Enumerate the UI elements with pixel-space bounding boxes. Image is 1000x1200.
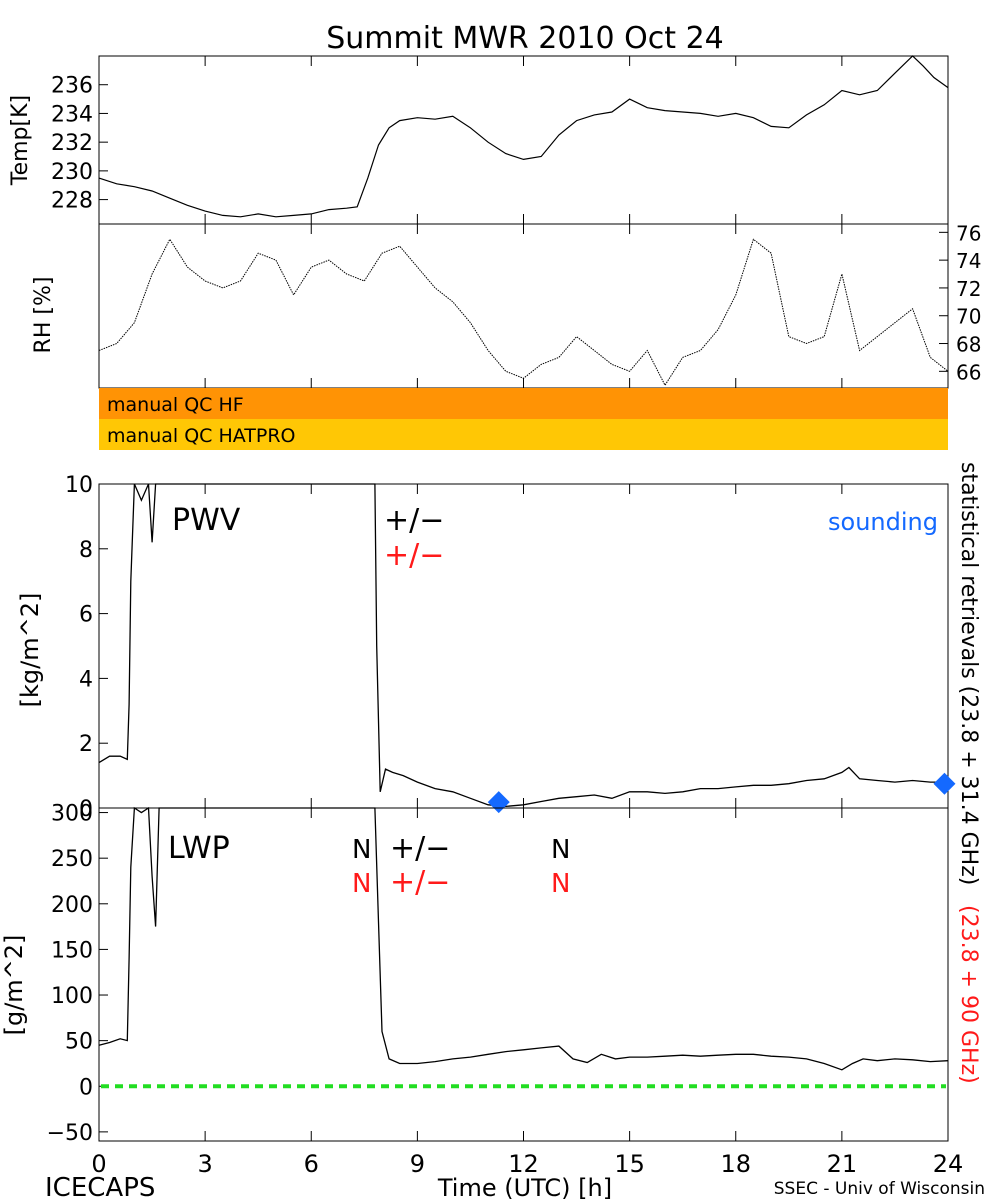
lwp-n-marker-red-1: N: [352, 869, 371, 899]
lwp-n-marker-red-2: N: [551, 869, 570, 899]
x-tick-label: 3: [197, 1150, 212, 1178]
liquid_water_path-ytick-label: 150: [51, 938, 93, 963]
x-tick-label: 0: [91, 1150, 106, 1178]
pwv-label: PWV: [172, 503, 241, 538]
sounding-legend: sounding: [828, 508, 938, 536]
footer-center: Time (UTC) [h]: [437, 1174, 612, 1200]
rh-series-line: [98, 238, 949, 387]
chart-title: Summit MWR 2010 Oct 24: [326, 21, 724, 56]
sounding-marker: [933, 772, 956, 795]
qc-hf-label: manual QC HF: [107, 394, 244, 416]
lwp-n-marker-black-1: N: [352, 835, 371, 865]
precipitable_water_vapor-ytick-label: 4: [79, 667, 93, 692]
precipitable_water_vapor-ytick-label: 8: [79, 538, 93, 563]
rh-frame: [98, 223, 949, 389]
precipitable_water_vapor-ytick-label: 10: [65, 473, 93, 498]
lwp-n-marker-black-2: N: [551, 835, 570, 865]
qc-bars: manual QC HF manual QC HATPRO: [99, 388, 948, 450]
liquid_water_path-ytick-label: 50: [65, 1030, 93, 1055]
relative_humidity-ytick-label: 76: [956, 221, 981, 245]
temperature-ytick-label: 228: [51, 189, 93, 214]
sounding-marker: [487, 791, 510, 814]
rh-panel: RH [%] 66 68 70 72 74 76: [31, 221, 981, 389]
relative_humidity-ytick-label: 68: [956, 333, 981, 357]
liquid_water_path-ytick-label: 200: [51, 893, 93, 918]
relative_humidity-ytick-label: 66: [956, 360, 981, 384]
pwv-uncertainty-red: +/−: [384, 538, 444, 573]
lwp-y-ticks: −50 0 50 100 150 200 250 300: [47, 802, 108, 1146]
temperature-ytick-label: 230: [51, 160, 93, 185]
lwp-series-line: [98, 806, 949, 1071]
x-tick-label: 6: [304, 1150, 319, 1178]
rh-y-ticks: 66 68 70 72 74 76: [939, 221, 981, 384]
precipitable_water_vapor-ytick-label: 2: [79, 732, 93, 757]
precipitable_water_vapor-ytick-label: 6: [79, 603, 93, 628]
footer-left: ICECAPS: [45, 1173, 155, 1200]
liquid_water_path-ytick-label: −50: [47, 1121, 93, 1146]
x-tick-label: 12: [508, 1150, 539, 1178]
lwp-uncertainty-black: +/−: [390, 831, 450, 866]
temperature-ytick-label: 236: [51, 74, 93, 99]
lwp-ylabel: [g/m^2]: [0, 935, 28, 1036]
footer-right: SSEC - Univ of Wisconsin: [774, 1179, 985, 1199]
pwv-y-ticks: 0 2 4 6 8 10: [65, 473, 108, 822]
liquid_water_path-ytick-label: 0: [79, 1075, 93, 1100]
lwp-label: LWP: [168, 831, 230, 866]
pwv-uncertainty-black: +/−: [384, 503, 444, 538]
right-label-red: (23.8 + 90 GHz): [956, 905, 981, 1084]
x-axis-ticks: 0 3 6 9 12 15 18 21 24: [91, 56, 963, 1178]
sounding-points: [487, 772, 956, 814]
pwv-ylabel: [kg/m^2]: [16, 593, 44, 708]
x-tick-label: 21: [827, 1150, 858, 1178]
qc-hatpro-label: manual QC HATPRO: [107, 425, 296, 447]
pwv-series-line: [98, 483, 948, 808]
temperature-series-line: [98, 55, 949, 218]
temperature-y-ticks: 228 230 232 234 236: [51, 74, 108, 214]
temperature-frame: [98, 55, 949, 225]
temperature-ytick-label: 232: [51, 131, 93, 156]
x-tick-label: 15: [614, 1150, 645, 1178]
x-tick-label: 18: [720, 1150, 751, 1178]
qc-hatpro-bar: [99, 419, 948, 450]
relative_humidity-ytick-label: 72: [956, 277, 981, 301]
precipitable_water_vapor-ytick-label: 0: [79, 797, 93, 822]
temperature-ytick-label: 234: [51, 102, 93, 127]
pwv-panel: [kg/m^2] 0 2 4 6 8 10 PWV +/− +/− sounding: [16, 473, 956, 822]
liquid_water_path-ytick-label: 100: [51, 984, 93, 1009]
x-tick-label: 9: [410, 1150, 425, 1178]
temperature-panel: Temp[K] 228 230 232 234 236: [8, 55, 949, 225]
x-tick-label: 24: [933, 1150, 964, 1178]
relative_humidity-ytick-label: 74: [956, 249, 981, 273]
liquid_water_path-ytick-label: 300: [51, 802, 93, 827]
liquid_water_path-ytick-label: 250: [51, 847, 93, 872]
temperature-ylabel: Temp[K]: [8, 95, 33, 186]
lwp-uncertainty-red: +/−: [390, 865, 450, 900]
qc-hf-bar: [99, 388, 948, 419]
relative_humidity-ytick-label: 70: [956, 305, 981, 329]
right-label-black: statistical retrievals (23.8 + 31.4 GHz): [956, 462, 981, 885]
rh-ylabel: RH [%]: [31, 277, 56, 354]
right-vertical-labels: statistical retrievals (23.8 + 31.4 GHz)…: [956, 462, 981, 1084]
